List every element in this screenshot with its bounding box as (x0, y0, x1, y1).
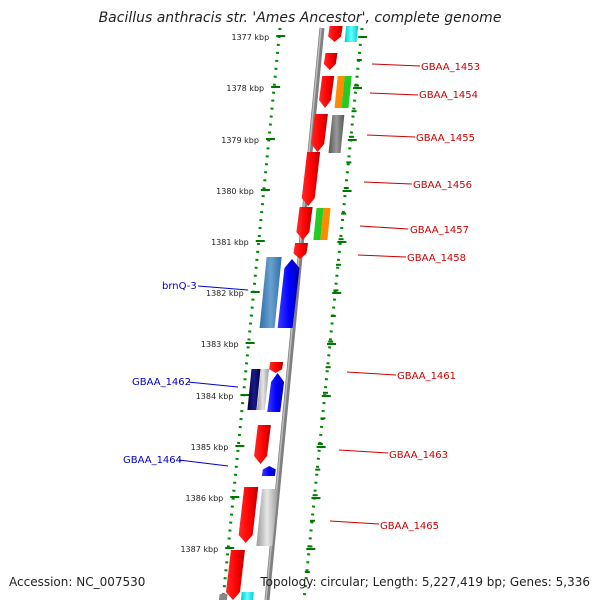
gene-brnq-3[interactable] (277, 259, 300, 328)
gene-1464[interactable] (261, 466, 276, 476)
kbp-tick-label: 1377 kbp (231, 33, 269, 42)
gene-label-gbaa-1458[interactable]: GBAA_1458 (407, 253, 466, 264)
gene-label-gbaa-1462[interactable]: GBAA_1462 (132, 377, 191, 388)
gene-1455-red[interactable] (311, 114, 328, 152)
gene-1463[interactable] (254, 425, 271, 464)
kbp-tick-label: 1378 kbp (226, 84, 264, 93)
gene-1457-red[interactable] (296, 207, 313, 240)
gene-1461[interactable] (269, 362, 284, 373)
gene-1462[interactable] (267, 373, 285, 412)
gene-cyan-top[interactable] (344, 26, 359, 42)
kbp-tick-label: 1381 kbp (211, 238, 249, 247)
kbp-tick-label: 1384 kbp (196, 392, 234, 401)
kbp-tick-layer: 1377 kbp 1378 kbp 1379 kbp 1380 kbp 1381 kbp… (180, 33, 368, 573)
gene-1465-red[interactable] (238, 487, 259, 543)
gene-1462-gray[interactable] (256, 369, 270, 410)
genome-summary: Topology: circular; Length: 5,227,419 bp… (260, 575, 590, 589)
gene-layer (218, 26, 359, 600)
gene-1457-orange[interactable] (320, 208, 331, 240)
kbp-tick-label: 1385 kbp (191, 443, 229, 452)
kbp-tick-label: 1386 kbp (186, 494, 224, 503)
gene-label-brnq-3[interactable]: brnQ-3 (162, 281, 197, 292)
gene-label-gbaa-1453[interactable]: GBAA_1453 (421, 62, 480, 73)
gene-1453[interactable] (323, 53, 338, 70)
gene-1458[interactable] (293, 243, 309, 259)
gene-label-gbaa-1461[interactable]: GBAA_1461 (397, 371, 456, 382)
gene-1462-navy[interactable] (247, 369, 261, 410)
kbp-tick-label: 1380 kbp (216, 187, 254, 196)
gene-label-gbaa-1464[interactable]: GBAA_1464 (123, 455, 182, 466)
gene-1452-red[interactable] (328, 26, 343, 42)
gene-1454-orange[interactable] (334, 76, 345, 108)
kbp-tick-label: 1379 kbp (221, 136, 259, 145)
forward-gene-labels: GBAA_1453 GBAA_1454 GBAA_1455 GBAA_1456 … (329, 62, 480, 532)
gene-1454-green[interactable] (341, 76, 352, 108)
gene-label-gbaa-1457[interactable]: GBAA_1457 (410, 225, 469, 236)
gene-label-gbaa-1455[interactable]: GBAA_1455 (416, 133, 475, 144)
reverse-gene-labels: brnQ-3 GBAA_1462 GBAA_1464 (123, 281, 249, 467)
gene-1465-gray[interactable] (256, 489, 279, 546)
gene-1455-gray[interactable] (328, 115, 345, 153)
gene-cyan-bottom[interactable] (240, 592, 254, 600)
kbp-tick-label: 1382 kbp (206, 289, 244, 298)
gene-1457-green[interactable] (313, 208, 324, 240)
gene-brnq-3-steel[interactable] (259, 257, 282, 328)
gene-gray-bottom[interactable] (218, 594, 228, 600)
accession-text: Accession: NC_007530 (9, 575, 146, 589)
kbp-tick-label: 1383 kbp (201, 340, 239, 349)
gene-1454-red[interactable] (319, 76, 335, 108)
kbp-tick-label: 1387 kbp (180, 545, 218, 554)
gene-label-gbaa-1454[interactable]: GBAA_1454 (419, 90, 478, 101)
genome-title: Bacillus anthracis str. 'Ames Ancestor',… (98, 10, 502, 26)
gene-label-gbaa-1465[interactable]: GBAA_1465 (380, 521, 439, 532)
gene-label-gbaa-1463[interactable]: GBAA_1463 (389, 450, 448, 461)
gene-label-gbaa-1456[interactable]: GBAA_1456 (413, 180, 472, 191)
gene-1466-red[interactable] (225, 550, 245, 600)
gene-1456[interactable] (301, 152, 321, 206)
